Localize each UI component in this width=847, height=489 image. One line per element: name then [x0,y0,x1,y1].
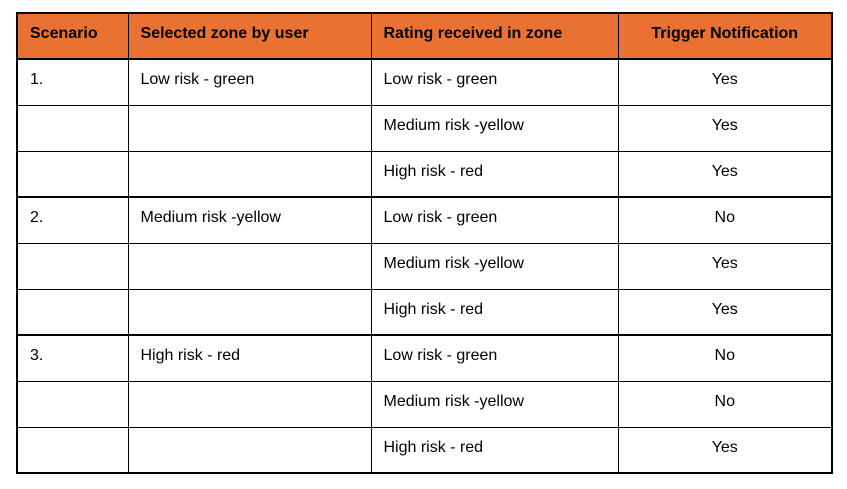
rating-cell: Medium risk -yellow [370,380,619,428]
scenario-cell: 2. [16,196,129,244]
rating-cell: High risk - red [370,150,619,198]
header-selected-zone: Selected zone by user [127,12,372,60]
header-scenario: Scenario [16,12,129,60]
header-row: Scenario Selected zone by user Rating re… [16,12,833,60]
scenario-cell [16,426,129,474]
zone-cell [127,426,372,474]
rating-cell: Low risk - green [370,58,619,106]
trigger-cell: No [617,380,833,428]
header-trigger: Trigger Notification [617,12,833,60]
scenario-cell: 1. [16,58,129,106]
zone-cell [127,242,372,290]
trigger-cell: Yes [617,288,833,336]
table-row: 2. Medium risk -yellow Low risk - green … [16,196,833,244]
rating-cell: High risk - red [370,288,619,336]
scenario-notification-table: Scenario Selected zone by user Rating re… [16,12,833,474]
trigger-cell: Yes [617,426,833,474]
header-rating: Rating received in zone [370,12,619,60]
rating-cell: Medium risk -yellow [370,242,619,290]
zone-cell: Medium risk -yellow [127,196,372,244]
table-row: High risk - red Yes [16,426,833,474]
table-row: High risk - red Yes [16,150,833,198]
trigger-cell: No [617,334,833,382]
table-container: Scenario Selected zone by user Rating re… [16,12,833,474]
rating-cell: High risk - red [370,426,619,474]
rating-cell: Low risk - green [370,334,619,382]
zone-cell: Low risk - green [127,58,372,106]
zone-cell [127,104,372,152]
zone-cell [127,150,372,198]
scenario-cell [16,104,129,152]
scenario-cell: 3. [16,334,129,382]
trigger-cell: No [617,196,833,244]
scenario-cell [16,242,129,290]
zone-cell: High risk - red [127,334,372,382]
table-row: 3. High risk - red Low risk - green No [16,334,833,382]
table-row: Medium risk -yellow No [16,380,833,428]
table-row: High risk - red Yes [16,288,833,336]
trigger-cell: Yes [617,150,833,198]
table-row: 1. Low risk - green Low risk - green Yes [16,58,833,106]
zone-cell [127,288,372,336]
table-row: Medium risk -yellow Yes [16,104,833,152]
scenario-cell [16,288,129,336]
zone-cell [127,380,372,428]
trigger-cell: Yes [617,242,833,290]
scenario-cell [16,380,129,428]
scenario-cell [16,150,129,198]
rating-cell: Low risk - green [370,196,619,244]
rating-cell: Medium risk -yellow [370,104,619,152]
table-row: Medium risk -yellow Yes [16,242,833,290]
trigger-cell: Yes [617,58,833,106]
trigger-cell: Yes [617,104,833,152]
